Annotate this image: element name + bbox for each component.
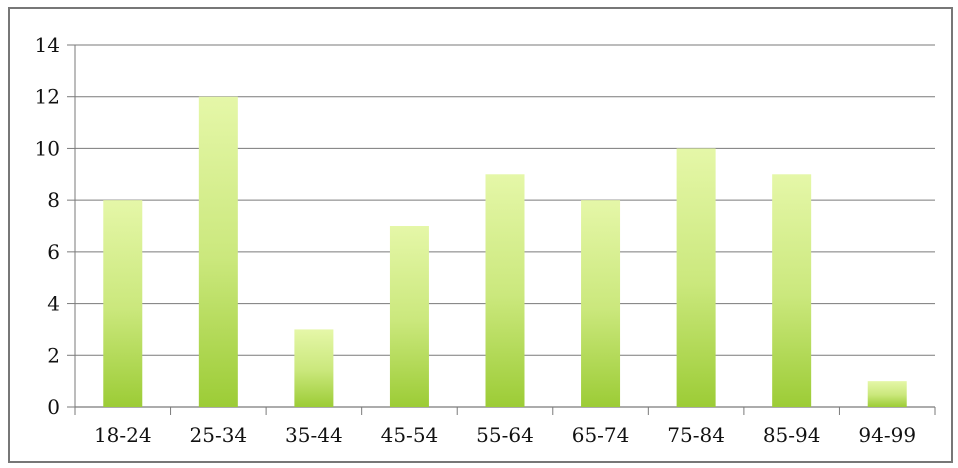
tick-labels: 0 2 4 6 8 10 12 14 18-24 25-34 35-44 45-54 55-64 65-7…: [35, 33, 917, 447]
y-tick-label: 0: [47, 395, 60, 419]
bar-45-54: [389, 226, 429, 407]
bar-85-94: [772, 174, 812, 407]
x-tick-label-25-34: 25-34: [190, 423, 248, 447]
y-tick-label: 8: [47, 188, 60, 212]
x-tick-label-94-99: 94-99: [858, 423, 916, 447]
bar-75-84: [676, 148, 716, 407]
x-tick-label-18-24: 18-24: [94, 423, 152, 447]
y-tick-label: 6: [47, 240, 60, 264]
bar-65-74: [581, 200, 621, 407]
y-tick-label: 12: [35, 85, 60, 109]
x-tick-label-65-74: 65-74: [572, 423, 630, 447]
bars: [103, 96, 907, 407]
x-tick-label-55-64: 55-64: [476, 423, 534, 447]
bar-25-34: [198, 96, 238, 407]
y-tick-label: 10: [35, 136, 60, 160]
bar-35-44: [294, 329, 334, 407]
x-tick-label-75-84: 75-84: [667, 423, 725, 447]
y-tick-label: 2: [47, 343, 60, 367]
x-tick-label-45-54: 45-54: [381, 423, 439, 447]
x-tick-label-85-94: 85-94: [763, 423, 821, 447]
y-tick-label: 14: [35, 33, 60, 57]
bar-55-64: [485, 174, 525, 407]
bar-18-24: [103, 200, 143, 407]
y-tick-label: 4: [47, 292, 60, 316]
bar-94-99: [867, 381, 907, 407]
x-tick-label-35-44: 35-44: [285, 423, 343, 447]
